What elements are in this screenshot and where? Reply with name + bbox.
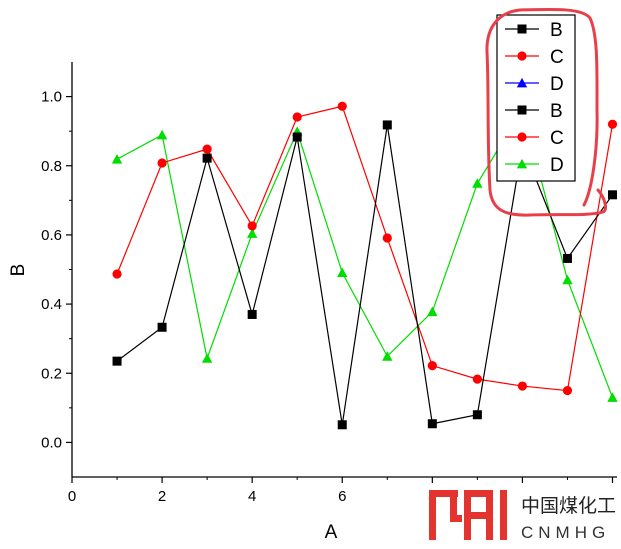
y-tick-label: 0.2 bbox=[41, 365, 62, 382]
legend-label: D bbox=[550, 155, 564, 176]
data-point bbox=[472, 410, 482, 420]
series-c-1 bbox=[112, 101, 618, 396]
watermark-english-text: CNMHG bbox=[521, 523, 610, 542]
data-point bbox=[562, 274, 573, 285]
legend-label: D bbox=[550, 74, 564, 95]
hand-drawn-highlight bbox=[485, 7, 607, 217]
legend-label: C bbox=[550, 128, 564, 149]
data-point bbox=[337, 101, 347, 111]
series-layer bbox=[111, 101, 618, 430]
y-tick-label: 0.0 bbox=[41, 434, 62, 451]
data-point bbox=[472, 178, 483, 188]
watermark-logo: 中国煤化工 CNMHG bbox=[429, 490, 616, 542]
x-tick-label: 4 bbox=[248, 488, 256, 505]
data-point bbox=[157, 322, 167, 332]
data-point bbox=[202, 144, 212, 154]
axes-layer: 0.00.20.40.60.81.002468 bbox=[41, 62, 617, 505]
legend-label: B bbox=[550, 20, 563, 41]
data-point bbox=[337, 420, 347, 430]
x-tick-label: 2 bbox=[158, 488, 166, 505]
data-point bbox=[562, 253, 572, 263]
cnmhg-logo-mark bbox=[429, 490, 507, 540]
data-point bbox=[247, 309, 257, 319]
y-tick-label: 0.4 bbox=[41, 296, 62, 313]
data-point bbox=[112, 356, 122, 366]
x-tick-label: 0 bbox=[68, 488, 76, 505]
legend-label: C bbox=[550, 47, 564, 68]
data-point bbox=[472, 374, 482, 384]
legend-marker bbox=[517, 105, 527, 115]
logo-bar bbox=[464, 512, 493, 519]
y-tick-label: 0.8 bbox=[41, 158, 62, 175]
y-tick-label: 1.0 bbox=[41, 89, 62, 106]
data-point bbox=[111, 154, 123, 164]
data-point bbox=[607, 119, 618, 129]
series-line bbox=[116, 105, 614, 392]
data-point bbox=[156, 129, 168, 140]
x-tick-label: 6 bbox=[338, 488, 346, 505]
data-point bbox=[517, 381, 528, 391]
data-point bbox=[292, 112, 302, 122]
logo-bar bbox=[450, 490, 457, 522]
watermark-chinese-text: 中国煤化工 bbox=[521, 495, 616, 517]
data-point bbox=[292, 132, 302, 142]
data-point bbox=[607, 392, 618, 402]
logo-bar bbox=[500, 490, 507, 540]
legend-marker bbox=[517, 51, 527, 61]
x-axis-title: A bbox=[325, 522, 338, 543]
data-point bbox=[382, 233, 392, 243]
data-point bbox=[427, 361, 437, 371]
logo-bar bbox=[436, 490, 458, 497]
legend-marker bbox=[516, 158, 528, 169]
data-point bbox=[562, 385, 573, 396]
legend-marker bbox=[516, 77, 528, 88]
legend-label: B bbox=[550, 101, 563, 122]
data-point bbox=[382, 120, 392, 130]
data-point bbox=[427, 419, 437, 429]
data-point bbox=[157, 158, 167, 168]
logo-bar bbox=[471, 490, 493, 497]
y-tick-label: 0.6 bbox=[41, 227, 62, 244]
legend-marker bbox=[517, 24, 527, 34]
logo-bar bbox=[450, 515, 462, 522]
data-point bbox=[427, 306, 438, 317]
y-axis-title: B bbox=[8, 264, 29, 277]
data-point bbox=[202, 153, 212, 163]
data-point bbox=[246, 228, 258, 238]
data-point bbox=[112, 269, 122, 279]
data-point bbox=[337, 267, 348, 278]
data-point bbox=[201, 353, 213, 363]
data-point bbox=[382, 351, 393, 361]
legend-marker bbox=[517, 132, 527, 142]
data-point bbox=[247, 221, 257, 231]
legend-box bbox=[496, 14, 576, 182]
logo-bar bbox=[429, 490, 436, 540]
data-point bbox=[607, 190, 617, 200]
